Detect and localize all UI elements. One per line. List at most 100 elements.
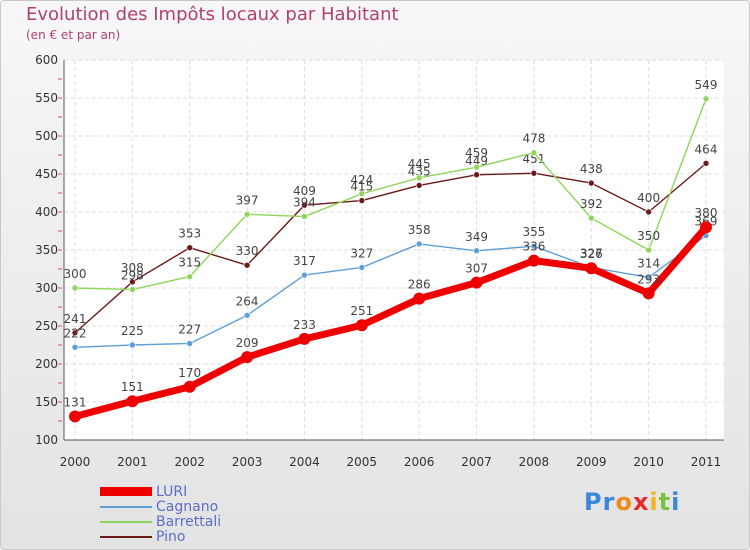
data-label-pino: 435: [408, 164, 431, 178]
data-label-luri: 233: [293, 318, 316, 332]
data-label-cagnano: 355: [522, 225, 545, 239]
data-label-barrettali: 392: [580, 197, 603, 211]
data-label-pino: 241: [64, 312, 87, 326]
logo-letter: i: [649, 488, 659, 516]
x-tick-label: 2003: [232, 455, 263, 469]
data-label-pino: 415: [350, 180, 373, 194]
legend-label-cagnano: Cagnano: [156, 498, 219, 515]
data-label-luri: 380: [695, 206, 718, 220]
y-tick-label: 250: [35, 319, 58, 333]
legend-label-pino: Pino: [156, 528, 186, 545]
x-tick-label: 2002: [174, 455, 205, 469]
legend-swatch-barrettali: [100, 520, 152, 523]
data-point-cagnano: [645, 274, 652, 281]
data-point-pino: [243, 261, 251, 269]
logo-letter: i: [671, 488, 681, 516]
x-tick-label: 2011: [691, 455, 722, 469]
data-label-cagnano: 314: [637, 256, 660, 270]
x-tick-label: 2010: [633, 455, 664, 469]
data-point-pino: [358, 197, 366, 204]
data-label-cagnano: 327: [350, 246, 373, 260]
data-label-luri: 336: [522, 240, 545, 254]
data-label-pino: 308: [121, 261, 144, 275]
y-tick-label: 550: [35, 91, 58, 105]
data-point-barrettali: [243, 210, 251, 218]
data-label-luri: 170: [178, 366, 201, 380]
x-tick-label: 2007: [461, 455, 492, 469]
x-tick-label: 2006: [404, 455, 435, 469]
data-label-luri: 209: [236, 336, 259, 350]
data-point-cagnano: [243, 312, 251, 319]
logo-letter: t: [658, 488, 672, 516]
data-point-pino: [129, 278, 136, 286]
legend: LURI Cagnano Barrettali Pino: [100, 484, 222, 545]
data-point-cagnano: [186, 340, 194, 347]
data-point-barrettali: [415, 174, 423, 182]
series-line-barrettali: [74, 98, 707, 291]
y-tick-label: 350: [35, 243, 58, 257]
data-point-luri: [585, 262, 598, 275]
data-point-pino: [301, 201, 308, 209]
data-label-luri: 307: [465, 262, 488, 276]
y-tick-label: 450: [35, 167, 58, 181]
data-label-cagnano: 358: [408, 223, 431, 237]
data-label-pino: 330: [236, 244, 259, 258]
y-tick-label: 300: [35, 281, 58, 295]
data-point-cagnano: [71, 343, 79, 351]
data-label-barrettali: 350: [637, 229, 660, 243]
legend-label-barrettali: Barrettali: [156, 513, 222, 530]
y-tick-label: 400: [35, 205, 58, 219]
data-label-barrettali: 394: [293, 196, 316, 210]
data-point-luri: [183, 380, 196, 393]
data-label-barrettali: 397: [236, 193, 259, 207]
legend-item-pino: Pino: [100, 528, 221, 545]
data-label-pino: 353: [178, 227, 201, 241]
data-point-cagnano: [301, 271, 308, 279]
data-label-barrettali: 445: [408, 157, 431, 171]
logo-letter: r: [602, 488, 616, 516]
x-tick-label: 2005: [347, 455, 378, 469]
data-label-luri: 131: [64, 395, 87, 409]
logo-letter: x: [632, 488, 650, 516]
y-tick-label: 600: [35, 53, 58, 67]
data-point-luri: [642, 287, 655, 300]
data-label-barrettali: 298: [121, 269, 144, 283]
data-point-cagnano: [473, 247, 480, 255]
data-point-pino: [415, 182, 423, 189]
data-label-cagnano: 225: [121, 324, 144, 338]
data-point-luri: [470, 276, 483, 289]
series-line-pino: [74, 162, 707, 334]
data-point-pino: [530, 169, 538, 177]
x-tick-label: 2008: [519, 455, 550, 469]
data-point-luri: [527, 254, 540, 267]
data-label-pino: 451: [522, 152, 545, 166]
data-point-luri: [126, 395, 139, 408]
chart-subtitle: (en € et par an): [26, 28, 121, 42]
y-tick-label: 100: [35, 433, 58, 447]
legend-item-barrettali: Barrettali: [100, 513, 222, 530]
y-tick-label: 500: [35, 129, 58, 143]
data-label-barrettali: 315: [178, 256, 201, 270]
data-label-barrettali: 424: [350, 173, 373, 187]
x-tick-label: 2001: [117, 455, 148, 469]
data-label-cagnano: 349: [465, 230, 488, 244]
data-point-luri: [69, 410, 81, 423]
logo-letter: o: [615, 488, 633, 516]
chart-title: Evolution des Impôts locaux par Habitant: [26, 4, 399, 25]
data-point-luri: [298, 332, 311, 345]
data-point-barrettali: [530, 149, 538, 157]
data-point-barrettali: [473, 163, 480, 171]
data-point-barrettali: [587, 214, 595, 222]
data-point-cagnano: [358, 264, 366, 271]
data-label-barrettali: 478: [522, 132, 545, 146]
legend-item-cagnano: Cagnano: [100, 498, 221, 515]
data-label-cagnano: 317: [293, 254, 316, 268]
legend-swatch-cagnano: [100, 505, 152, 508]
data-point-luri: [413, 292, 426, 305]
data-label-pino: 409: [293, 184, 316, 198]
data-point-pino: [645, 208, 652, 216]
y-tick-label: 200: [35, 357, 58, 371]
data-label-barrettali: 459: [465, 146, 488, 160]
data-point-pino: [473, 171, 480, 179]
data-point-pino: [186, 244, 194, 252]
